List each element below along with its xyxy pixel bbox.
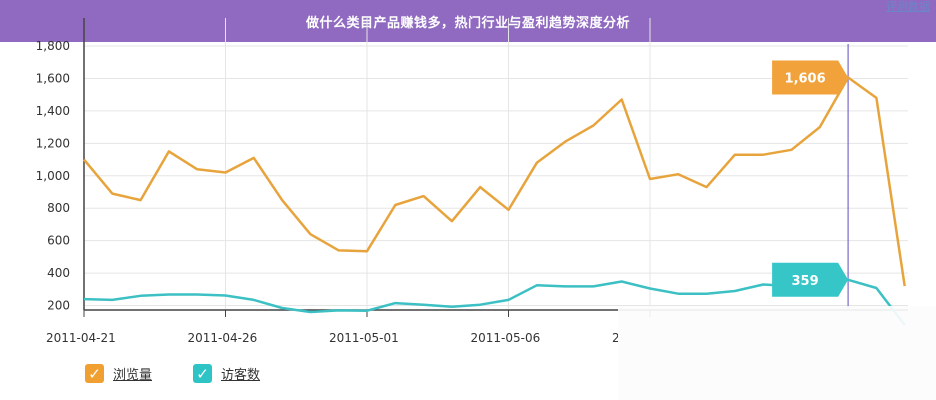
y-tick-label: 1,800 — [36, 39, 70, 53]
callout-badge — [772, 60, 849, 95]
y-tick-label: 200 — [47, 299, 70, 313]
callout-label: 359 — [792, 274, 819, 289]
series-line-visitors — [83, 278, 906, 326]
x-tick-label: 2011-05-06 — [471, 331, 541, 345]
checkbox-icon[interactable]: ✓ — [85, 364, 104, 383]
callout-badge — [772, 262, 849, 297]
x-tick-label: 2011-05-01 — [329, 331, 399, 345]
x-tick-label: 2011-04-21 — [46, 331, 116, 345]
header-banner: 做什么类目产品赚钱多，热门行业与盈利趋势深度分析 — [0, 0, 936, 42]
series-line-pageviews — [83, 76, 906, 287]
legend-item-pageviews[interactable]: ✓ 浏览量 — [85, 364, 152, 383]
y-tick-label: 1,400 — [36, 104, 70, 118]
y-tick-label: 1,200 — [36, 136, 70, 150]
x-tick-label: 2011-04-26 — [188, 331, 258, 345]
y-tick-label: 600 — [47, 234, 70, 248]
corner-link[interactable]: 评测数据 — [886, 0, 930, 13]
y-tick-label: 400 — [47, 266, 70, 280]
x-tick-label: 2 — [612, 331, 620, 345]
y-tick-label: 1,600 — [36, 71, 70, 85]
page-title: 做什么类目产品赚钱多，热门行业与盈利趋势深度分析 — [305, 15, 630, 31]
checkbox-icon[interactable]: ✓ — [193, 364, 212, 383]
y-tick-label: 800 — [47, 201, 70, 215]
legend-item-visitors[interactable]: ✓ 访客数 — [193, 364, 260, 383]
legend-label: 浏览量 — [113, 368, 153, 383]
callout-label: 1,606 — [785, 71, 826, 86]
y-tick-label: 1,000 — [36, 169, 70, 183]
watermark-overlay — [618, 306, 936, 400]
legend-label: 访客数 — [221, 368, 261, 383]
